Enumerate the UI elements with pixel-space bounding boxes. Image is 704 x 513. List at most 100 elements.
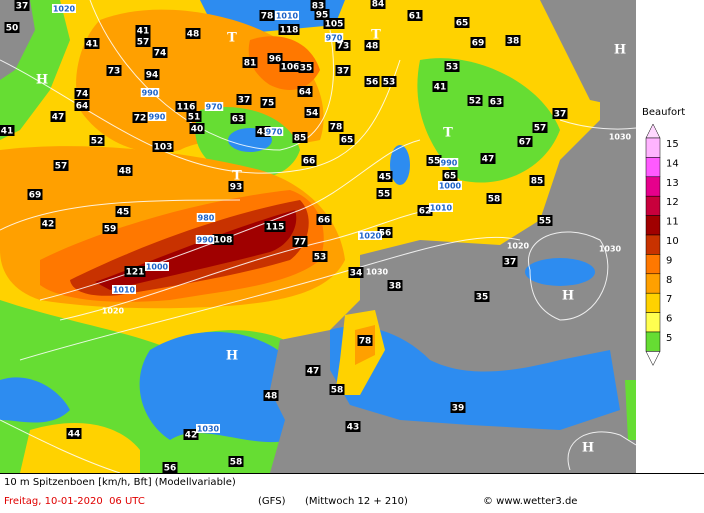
gust-label-box <box>442 170 458 181</box>
pressure-label: 1000 <box>146 263 169 272</box>
gust-label-box <box>417 205 433 216</box>
footer-caption: 10 m Spitzenboen [km/h, Bft] (Modellvari… <box>4 477 236 488</box>
sea <box>139 331 290 443</box>
gust-label: 78 <box>330 123 343 133</box>
pressure-label-box <box>195 235 215 244</box>
gust-label: 105 <box>325 20 344 30</box>
pressure-label: 1020 <box>359 232 382 241</box>
gust-label-box <box>304 107 320 118</box>
gust-label: 51 <box>188 113 201 123</box>
pressure-label: 1000 <box>439 182 462 191</box>
gust-label: 83 <box>312 2 325 12</box>
pressure-label-box <box>204 102 224 111</box>
pressure-label-box <box>429 203 453 212</box>
pressure-label-box <box>196 213 216 222</box>
pressure-label: 990 <box>197 236 214 245</box>
gust-label-box <box>323 18 345 29</box>
gust-label-box <box>387 280 403 291</box>
gust-label: 58 <box>331 386 344 396</box>
gust-label: 43 <box>257 128 270 138</box>
low-marker: T <box>227 31 237 46</box>
pressure-label: 1030 <box>609 133 632 142</box>
gust-label: 63 <box>232 115 245 125</box>
gust-label-box <box>298 62 314 73</box>
gust-label-box <box>364 40 380 51</box>
legend-swatch <box>645 215 661 236</box>
gust-label: 66 <box>318 216 331 226</box>
gust-label: 69 <box>472 39 485 49</box>
gust-label: 72 <box>134 114 147 124</box>
pressure-label: 990 <box>441 159 458 168</box>
gust-label-box <box>376 188 392 199</box>
gust-label-box <box>297 86 313 97</box>
pressure-label: 1010 <box>430 204 453 213</box>
gust-label-box <box>292 132 308 143</box>
gust-label: 61 <box>409 12 422 22</box>
gust-label-box <box>348 267 364 278</box>
gust-label-box <box>316 214 332 225</box>
gust-label-box <box>314 9 330 20</box>
gust-label: 52 <box>91 137 104 147</box>
gust-label: 47 <box>482 155 495 165</box>
gust-label-box <box>505 35 521 46</box>
gust-label: 44 <box>68 430 81 440</box>
gust-label-box <box>144 69 160 80</box>
footer-run: (Mittwoch 12 + 210) <box>305 496 408 507</box>
isobar <box>559 119 637 130</box>
pressure-label-box <box>147 112 167 121</box>
sea <box>0 377 70 423</box>
gust-label: 35 <box>300 64 313 74</box>
legend-label: 15 <box>666 139 679 150</box>
gust-label-box <box>486 193 502 204</box>
pressure-label: 1020 <box>102 307 125 316</box>
gust-label: 37 <box>554 110 567 120</box>
pressure-label-box <box>264 127 284 136</box>
gust-label: 48 <box>119 167 132 177</box>
gust-label: 45 <box>379 173 392 183</box>
gust-label: 118 <box>280 26 299 36</box>
legend-label: 10 <box>666 236 679 247</box>
gust-label: 85 <box>294 134 307 144</box>
gust-label: 57 <box>137 38 150 48</box>
gust-label: 37 <box>504 258 517 268</box>
gust-label: 38 <box>389 282 402 292</box>
pressure-label-box <box>358 231 382 240</box>
sea <box>330 326 620 430</box>
gust-label: 50 <box>6 24 19 34</box>
high-marker: H <box>36 73 48 88</box>
gust-label-box <box>470 37 486 48</box>
pressure-label: 1020 <box>53 5 76 14</box>
gust-label-box <box>14 0 30 11</box>
gust-label: 78 <box>261 12 274 22</box>
gust-label-box <box>50 111 66 122</box>
gust-label-box <box>135 36 151 47</box>
isobar <box>0 419 121 474</box>
gust-label-box <box>228 456 244 467</box>
legend-label: 6 <box>666 314 672 325</box>
low-marker: T <box>443 126 453 141</box>
pressure-label: 1010 <box>276 12 299 21</box>
gust-label: 41 <box>86 40 99 50</box>
gust-label: 95 <box>316 11 329 21</box>
gust-label-box <box>532 122 548 133</box>
gust-label-box <box>132 112 148 123</box>
gust-label: 53 <box>446 63 459 73</box>
gust-label-box <box>84 38 100 49</box>
legend-label: 12 <box>666 197 679 208</box>
gust-label-box <box>236 94 252 105</box>
gust-label: 64 <box>76 102 89 112</box>
gust-label: 42 <box>42 220 55 230</box>
gust-label: 47 <box>307 367 320 377</box>
isobar <box>0 199 241 231</box>
gust-label: 74 <box>154 49 167 59</box>
gust-label-box <box>162 462 178 473</box>
gust-label: 41 <box>434 83 447 93</box>
legend-swatch <box>645 292 661 313</box>
gust-label-box <box>117 165 133 176</box>
low-marker: T <box>371 28 381 43</box>
gust-label: 47 <box>52 113 65 123</box>
gust-label: 56 <box>164 464 177 474</box>
gust-label: 53 <box>383 78 396 88</box>
legend-swatch <box>645 331 661 352</box>
